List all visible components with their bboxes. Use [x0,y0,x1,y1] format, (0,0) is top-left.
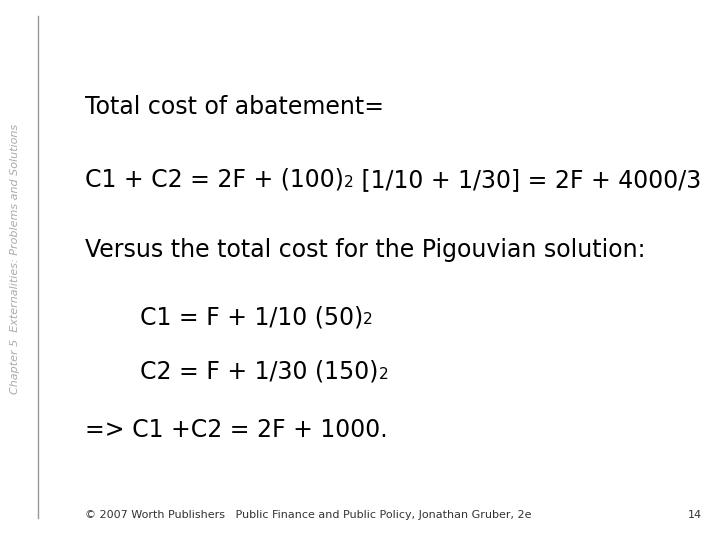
Text: Total cost of abatement=: Total cost of abatement= [85,95,384,119]
Text: C1 = F + 1/10 (50): C1 = F + 1/10 (50) [140,305,364,329]
Text: 14: 14 [688,510,702,520]
Text: 2: 2 [344,175,354,190]
Text: Versus the total cost for the Pigouvian solution:: Versus the total cost for the Pigouvian … [85,238,646,262]
Text: => C1 +C2 = 2F + 1000.: => C1 +C2 = 2F + 1000. [85,418,387,442]
Text: C2 = F + 1/30 (150): C2 = F + 1/30 (150) [140,360,379,384]
Text: C1 + C2 = 2F + (100): C1 + C2 = 2F + (100) [85,168,344,192]
Text: 2: 2 [379,367,388,382]
Text: [1/10 + 1/30] = 2F + 4000/3: [1/10 + 1/30] = 2F + 4000/3 [354,168,701,192]
Text: 2: 2 [364,312,373,327]
Text: Chapter 5  Externalities: Problems and Solutions: Chapter 5 Externalities: Problems and So… [10,124,20,394]
Text: © 2007 Worth Publishers   Public Finance and Public Policy, Jonathan Gruber, 2e: © 2007 Worth Publishers Public Finance a… [85,510,531,520]
